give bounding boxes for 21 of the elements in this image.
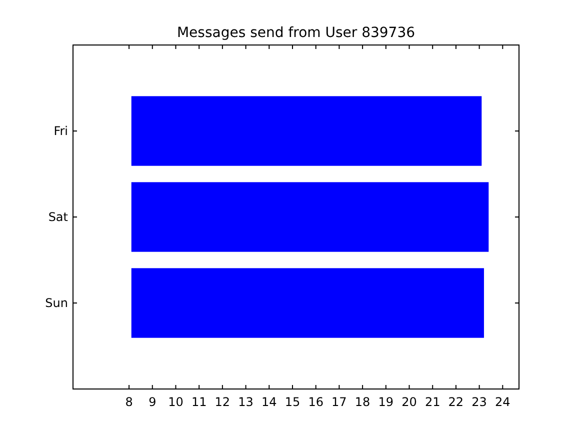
- x-tick-label: 9: [148, 395, 156, 409]
- x-tick-label: 21: [424, 395, 440, 409]
- x-tick-label: 19: [378, 395, 394, 409]
- x-tick-label: 24: [495, 395, 510, 409]
- x-tick-label: 20: [402, 395, 417, 409]
- x-tick-label: 18: [354, 395, 370, 409]
- y-tick-label: Sun: [45, 296, 68, 310]
- x-tick-label: 13: [238, 395, 254, 409]
- x-tick-label: 15: [284, 395, 300, 409]
- x-tick-label: 17: [332, 395, 347, 409]
- y-tick-label: Fri: [54, 124, 68, 138]
- y-tick-label: Sat: [48, 210, 68, 224]
- chart-title: Messages send from User 839736: [176, 25, 416, 41]
- x-tick-label: 8: [125, 395, 133, 409]
- x-tick-label: 12: [214, 395, 230, 409]
- x-tick-label: 14: [262, 395, 277, 409]
- x-tick-label: 22: [448, 395, 464, 409]
- x-tick-label: 11: [191, 395, 207, 409]
- x-tick-label: 16: [308, 395, 324, 409]
- x-tick-label: 23: [472, 395, 487, 409]
- x-tick-label: 10: [168, 395, 184, 409]
